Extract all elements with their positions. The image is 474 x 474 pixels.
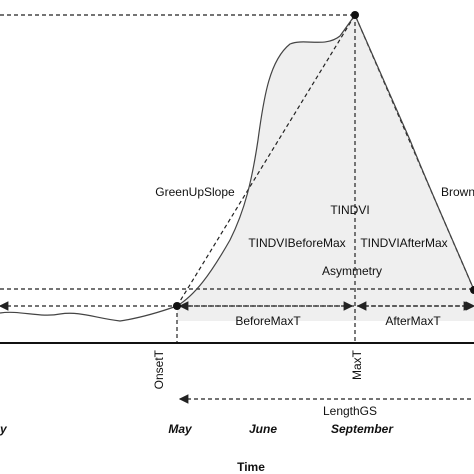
integral-area bbox=[177, 15, 474, 321]
end-point bbox=[470, 286, 474, 294]
label: AfterMaxT bbox=[385, 314, 441, 328]
onset-point bbox=[173, 302, 181, 310]
label: TINDVIAfterMax bbox=[360, 236, 447, 250]
month-label: June bbox=[249, 422, 277, 436]
label: LengthGS bbox=[323, 404, 377, 418]
label: TINDVI bbox=[330, 203, 369, 217]
month-label: September bbox=[331, 422, 394, 436]
label: Brown bbox=[441, 185, 474, 199]
label: OnsetT bbox=[152, 349, 166, 389]
label: BeforeMaxT bbox=[235, 314, 301, 328]
label: MaxT bbox=[350, 349, 364, 380]
ndvi-curve bbox=[0, 13, 474, 322]
axis-title: Time bbox=[237, 460, 265, 474]
label: TINDVIBeforeMax bbox=[248, 236, 345, 250]
max-point bbox=[351, 11, 359, 19]
label: Asymmetry bbox=[322, 264, 382, 278]
month-label: May bbox=[168, 422, 193, 436]
month-label: y bbox=[0, 422, 8, 436]
label: GreenUpSlope bbox=[155, 185, 235, 199]
